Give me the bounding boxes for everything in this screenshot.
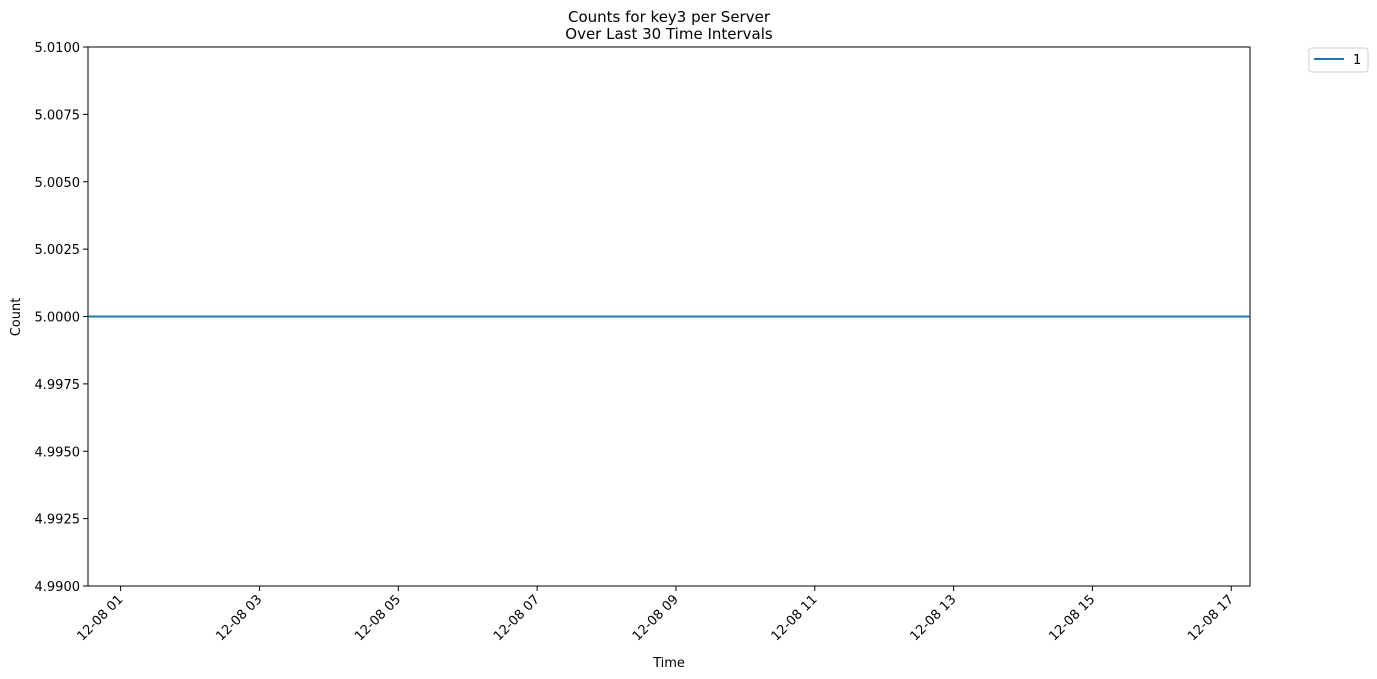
y-tick-label: 4.9975	[35, 378, 81, 393]
x-axis: 12-08 01 12-08 03 12-08 05 12-08 07 12-08 09…	[75, 586, 1237, 644]
x-tick-label: 12-08 09	[630, 592, 682, 644]
x-tick-label: 12-08 01	[75, 592, 127, 644]
legend-label: 1	[1353, 53, 1361, 68]
chart-title: Counts for key3 per Server	[568, 8, 771, 26]
x-tick-label: 12-08 03	[213, 592, 265, 644]
x-axis-label: Time	[652, 656, 685, 671]
y-tick-label: 5.0025	[35, 243, 81, 258]
legend: 1	[1308, 47, 1369, 73]
x-tick-label: 12-08 05	[352, 592, 404, 644]
y-tick-label: 4.9900	[35, 580, 81, 595]
x-tick-label: 12-08 11	[769, 592, 821, 644]
y-axis-label: Count	[9, 298, 24, 337]
y-tick-label: 5.0000	[35, 311, 81, 326]
x-tick-label: 12-08 07	[491, 592, 543, 644]
x-tick-label: 12-08 13	[907, 592, 959, 644]
y-tick-label: 4.9950	[35, 445, 81, 460]
x-tick-label: 12-08 17	[1185, 592, 1237, 644]
chart-subtitle: Over Last 30 Time Intervals	[565, 25, 773, 43]
y-tick-label: 4.9925	[35, 513, 81, 528]
y-tick-label: 5.0050	[35, 176, 81, 191]
y-tick-label: 5.0100	[35, 41, 81, 56]
x-tick-label: 12-08 15	[1046, 592, 1098, 644]
y-tick-label: 5.0075	[35, 108, 81, 123]
y-axis: 4.9900 4.9925 4.9950 4.9975 5.0000 5.0025 5.00…	[35, 41, 88, 595]
